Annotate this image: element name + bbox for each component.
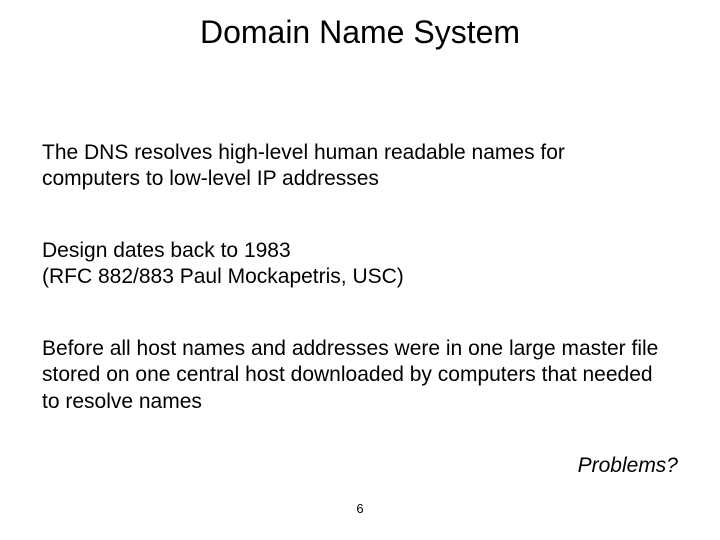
paragraph-3: Before all host names and addresses were…: [42, 336, 660, 415]
page-number: 6: [0, 501, 720, 516]
paragraph-2-line-2: (RFC 882/883 Paul Mockapetris, USC): [42, 264, 660, 290]
paragraph-2: Design dates back to 1983 (RFC 882/883 P…: [42, 238, 660, 291]
paragraph-2-line-1: Design dates back to 1983: [42, 238, 660, 264]
paragraph-1: The DNS resolves high-level human readab…: [42, 140, 660, 193]
problems-prompt: Problems?: [578, 454, 678, 478]
slide: Domain Name System The DNS resolves high…: [0, 0, 720, 540]
slide-title: Domain Name System: [0, 14, 720, 51]
